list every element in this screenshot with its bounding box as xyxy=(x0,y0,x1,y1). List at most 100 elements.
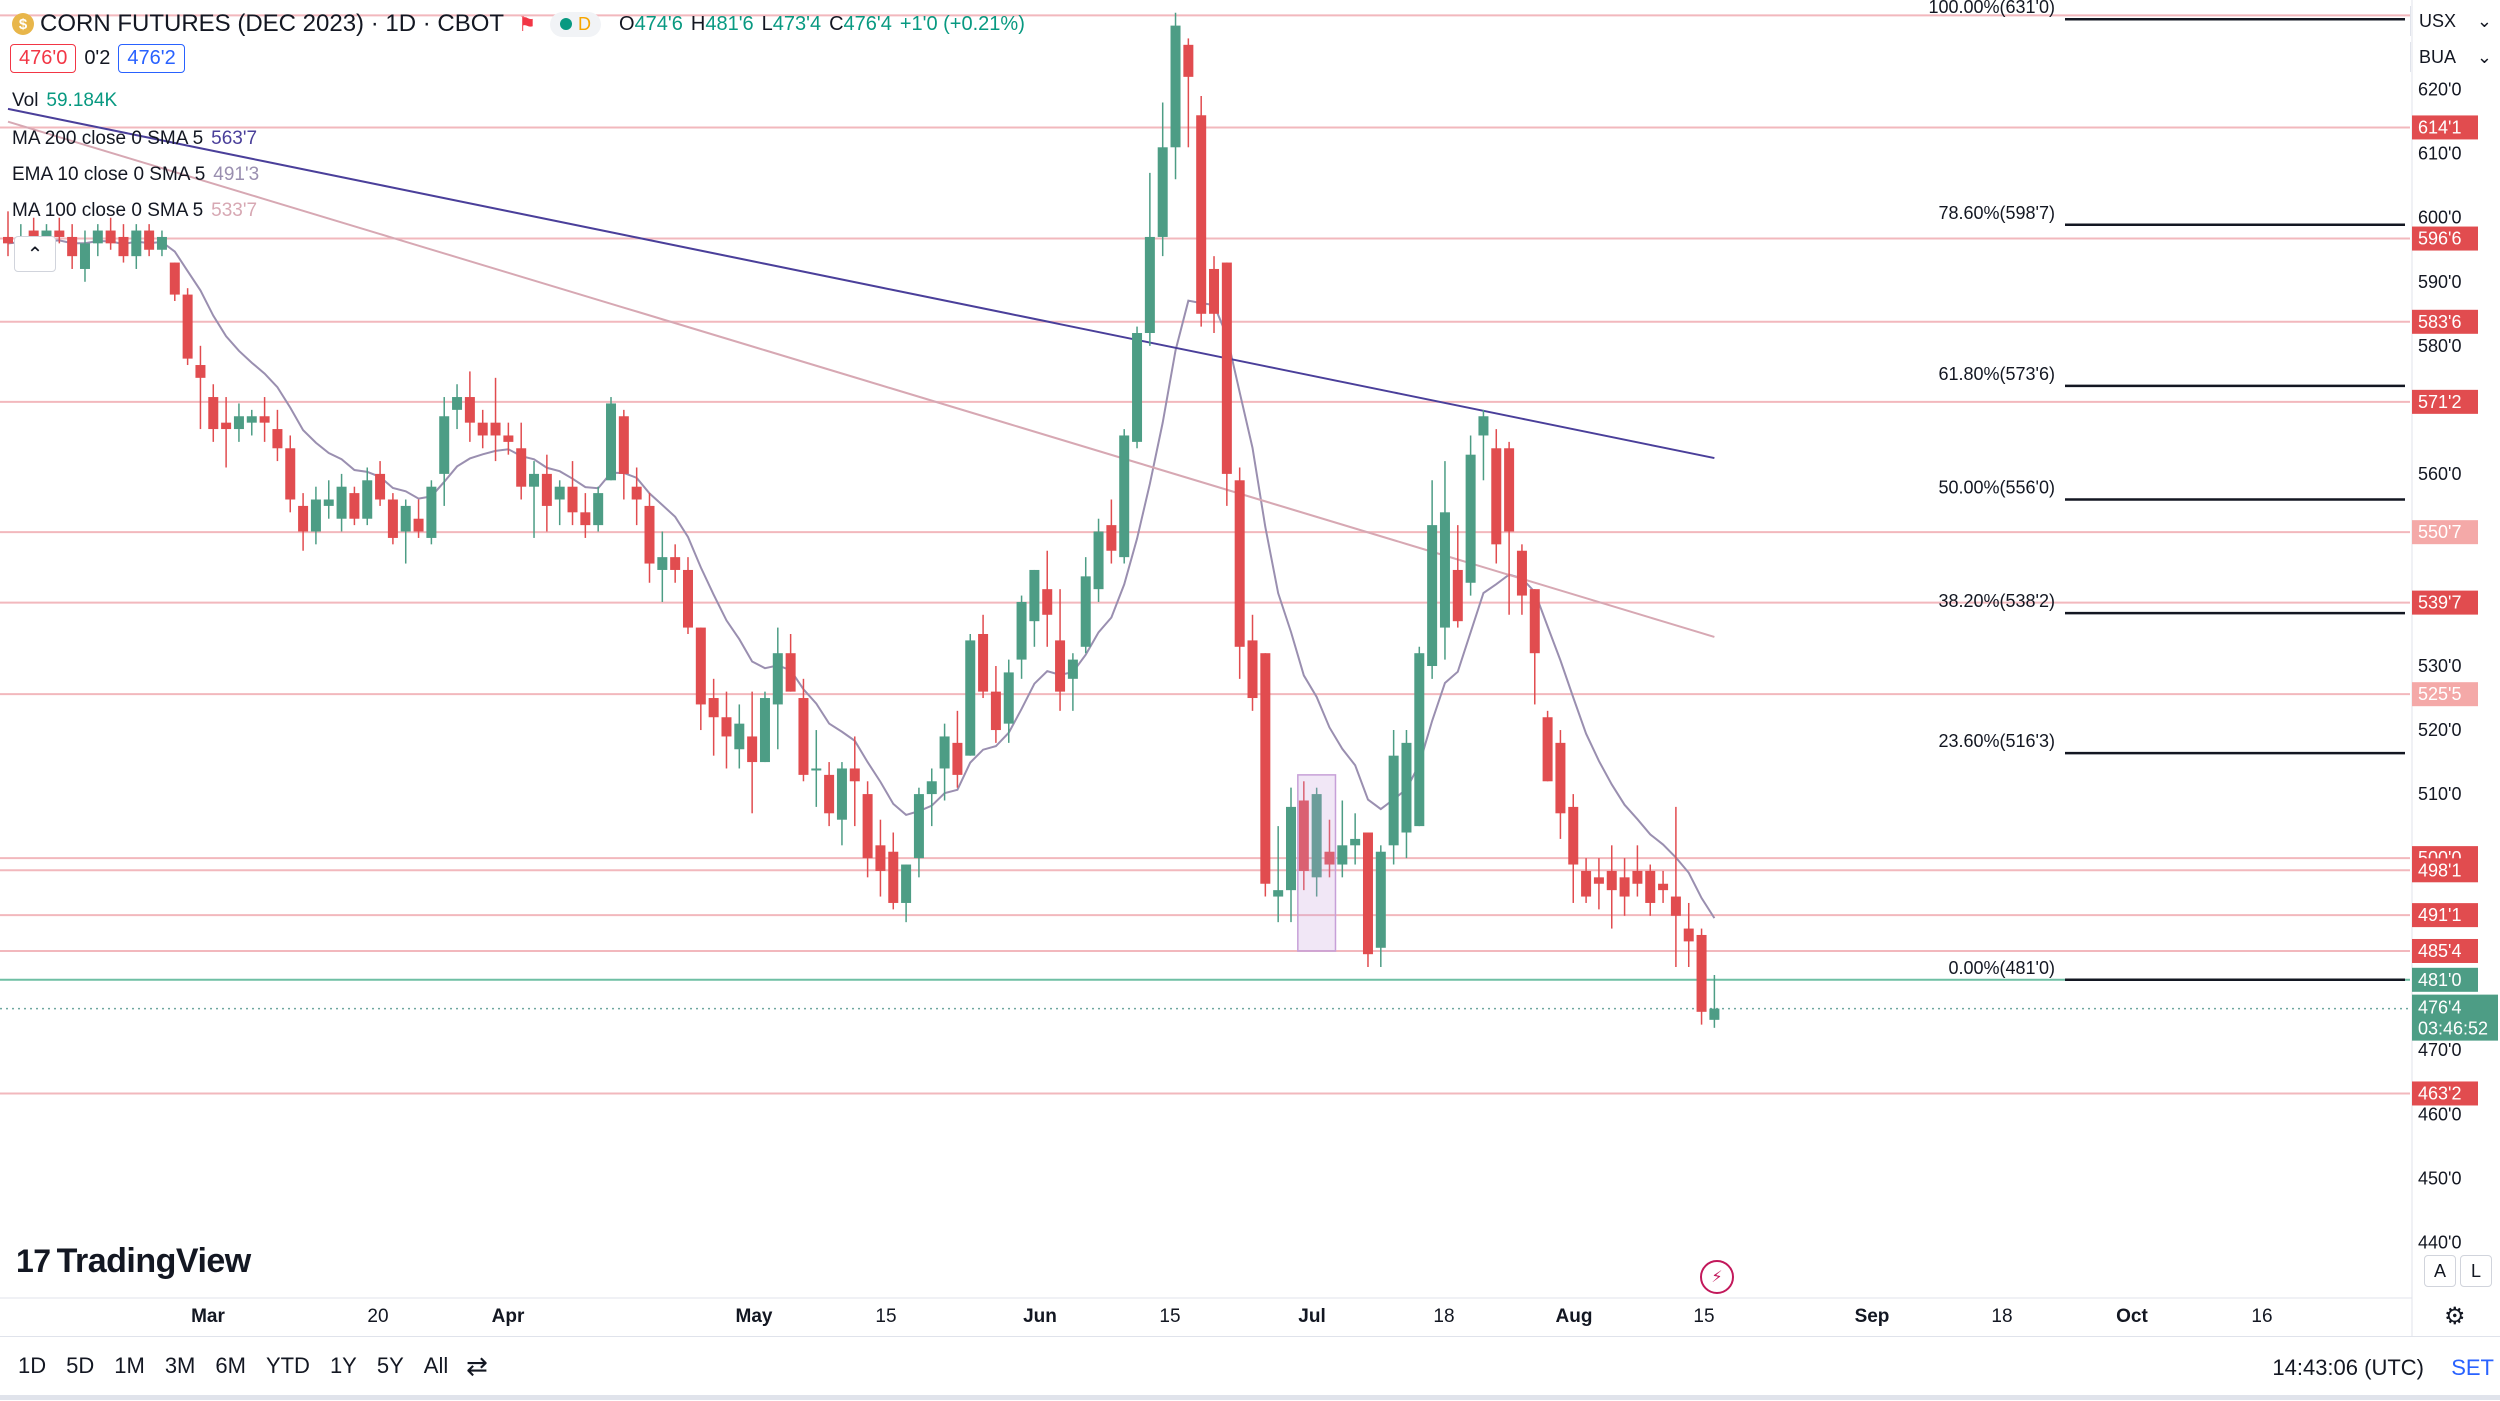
time-tick: 15 xyxy=(1159,1306,1180,1327)
ohlc-key: L xyxy=(761,12,773,35)
candle-body xyxy=(798,698,809,775)
price-tick: 560'0 xyxy=(2418,464,2461,484)
chevron-up-icon: ⌃ xyxy=(26,243,44,266)
candle-body xyxy=(990,691,1001,731)
buy-price-button[interactable]: 476'2 xyxy=(118,44,185,73)
candle-body xyxy=(221,422,232,430)
candle-body xyxy=(1670,896,1681,916)
candle-body xyxy=(1196,115,1207,314)
candle-body xyxy=(246,416,257,423)
indicator-value: 563'7 xyxy=(211,128,258,149)
range-button-all[interactable]: All xyxy=(423,1353,449,1378)
range-button-1m[interactable]: 1M xyxy=(114,1353,145,1378)
candle-body xyxy=(156,236,167,250)
candle-body xyxy=(1465,454,1476,583)
range-button-5y[interactable]: 5Y xyxy=(376,1353,404,1378)
price-label: 485'4 xyxy=(2418,941,2461,961)
ohlc-item: O474'6 xyxy=(619,13,683,35)
indicator-row[interactable]: MA 200 close 0 SMA 5 563'7 xyxy=(12,128,257,150)
price-label: 463'2 xyxy=(2418,1083,2461,1103)
range-button-1d[interactable]: 1D xyxy=(18,1353,47,1378)
candle-body xyxy=(888,851,899,903)
candle-body xyxy=(644,505,655,564)
price-tick: 610'0 xyxy=(2418,144,2461,164)
time-tick: Jun xyxy=(1023,1306,1057,1327)
candle-body xyxy=(169,262,180,295)
candle-body xyxy=(1337,845,1348,865)
range-button-6m[interactable]: 6M xyxy=(215,1353,246,1378)
current-price-label: 476'4 xyxy=(2418,998,2461,1018)
price-label: 498'1 xyxy=(2418,860,2461,880)
price-chart[interactable]: 100.00%(631'0) 78.60%(598'7) 61.80%(573'6)… xyxy=(0,0,2500,1336)
price-label-bg xyxy=(2412,226,2478,251)
indicator-label: MA 200 close 0 SMA 5 xyxy=(12,128,204,149)
price-label: 614'1 xyxy=(2418,117,2461,137)
indicator-label: EMA 10 close 0 SMA 5 xyxy=(12,164,206,185)
candle-body xyxy=(1529,589,1540,654)
candle-body xyxy=(105,230,116,244)
ohlc-key: H xyxy=(690,12,706,35)
range-button-3m[interactable]: 3M xyxy=(164,1353,196,1378)
collapse-legend-button[interactable]: ⌃ xyxy=(14,236,56,272)
flag-icon[interactable]: ⚑ xyxy=(518,13,536,36)
candle-body xyxy=(413,518,424,532)
price-label-bg xyxy=(2412,682,2478,707)
sell-price-button[interactable]: 476'0 xyxy=(10,44,77,73)
spread-value: 0'2 xyxy=(84,47,111,69)
candle-body xyxy=(1183,44,1194,77)
candle-body xyxy=(1401,742,1412,833)
candle-body xyxy=(1683,928,1694,942)
ohlc-item: L473'4 xyxy=(762,13,821,35)
indicator-row[interactable]: Vol 59.184K xyxy=(12,90,117,112)
candle-body xyxy=(1542,717,1553,782)
candle-body xyxy=(323,499,334,506)
range-button-ytd[interactable]: YTD xyxy=(265,1353,310,1378)
price-label: 596'6 xyxy=(2418,229,2461,249)
candle-body xyxy=(862,794,873,859)
range-button-5d[interactable]: 5D xyxy=(66,1353,95,1378)
indicator-row[interactable]: MA 100 close 0 SMA 5 533'7 xyxy=(12,200,257,222)
indicator-row[interactable]: EMA 10 close 0 SMA 5 491'3 xyxy=(12,164,259,186)
candle-body xyxy=(1093,531,1104,590)
tradingview-logo-text: TradingView xyxy=(56,1242,252,1280)
tradingview-logo[interactable]: 17 TradingView xyxy=(16,1242,251,1281)
candle-body xyxy=(1388,755,1399,846)
ohlc-item: +1'0 (+0.21%) xyxy=(900,13,1025,35)
range-buttons: 1D 5D 1M 3M 6M YTD 1Y 5Y All xyxy=(18,1353,448,1379)
time-tick: Oct xyxy=(2116,1306,2148,1327)
candle-body xyxy=(1003,672,1014,724)
candle-body xyxy=(362,480,373,519)
candle-body xyxy=(1504,448,1515,532)
price-label-bg xyxy=(2412,389,2478,414)
price-label: 491'1 xyxy=(2418,905,2461,925)
candle-body xyxy=(1632,870,1643,884)
candle-body xyxy=(3,236,13,244)
indicator-label: Vol xyxy=(12,90,39,111)
date-range-calendar-icon[interactable]: ⇄ xyxy=(466,1351,488,1381)
candle-body xyxy=(67,236,78,257)
range-button-1y[interactable]: 1Y xyxy=(329,1353,357,1378)
highlight-box xyxy=(1297,774,1337,952)
price-tick: 520'0 xyxy=(2418,720,2461,740)
log-scale-button[interactable]: L xyxy=(2460,1255,2492,1287)
session-button[interactable]: SET xyxy=(2451,1355,2494,1380)
ohlc-value: 473'4 xyxy=(772,12,822,35)
price-tick: 510'0 xyxy=(2418,784,2461,804)
settings-gear-icon[interactable]: ⚙ xyxy=(2444,1303,2466,1330)
ohlc-key: C xyxy=(829,12,844,35)
countdown-label: 03:46:52 xyxy=(2418,1019,2488,1039)
symbol-title[interactable]: CORN FUTURES (DEC 2023) · 1D · CBOT xyxy=(40,10,505,37)
currency-select[interactable]: USX ⌄ xyxy=(2410,6,2500,36)
candle-body xyxy=(1055,640,1066,692)
candle-body xyxy=(1273,890,1284,897)
auto-scale-button[interactable]: A xyxy=(2424,1255,2456,1287)
candle-body xyxy=(1260,653,1271,884)
market-status-badge[interactable]: D xyxy=(550,11,601,37)
account-select[interactable]: BUA ⌄ xyxy=(2410,42,2500,72)
clock-time[interactable]: 14:43:06 (UTC) xyxy=(2272,1355,2424,1380)
time-tick: 18 xyxy=(1433,1306,1454,1327)
candle-body xyxy=(1067,659,1078,679)
lightning-icon[interactable]: ⚡ xyxy=(1700,1260,1734,1294)
candle-body xyxy=(1362,832,1373,955)
candle-body xyxy=(952,742,963,775)
